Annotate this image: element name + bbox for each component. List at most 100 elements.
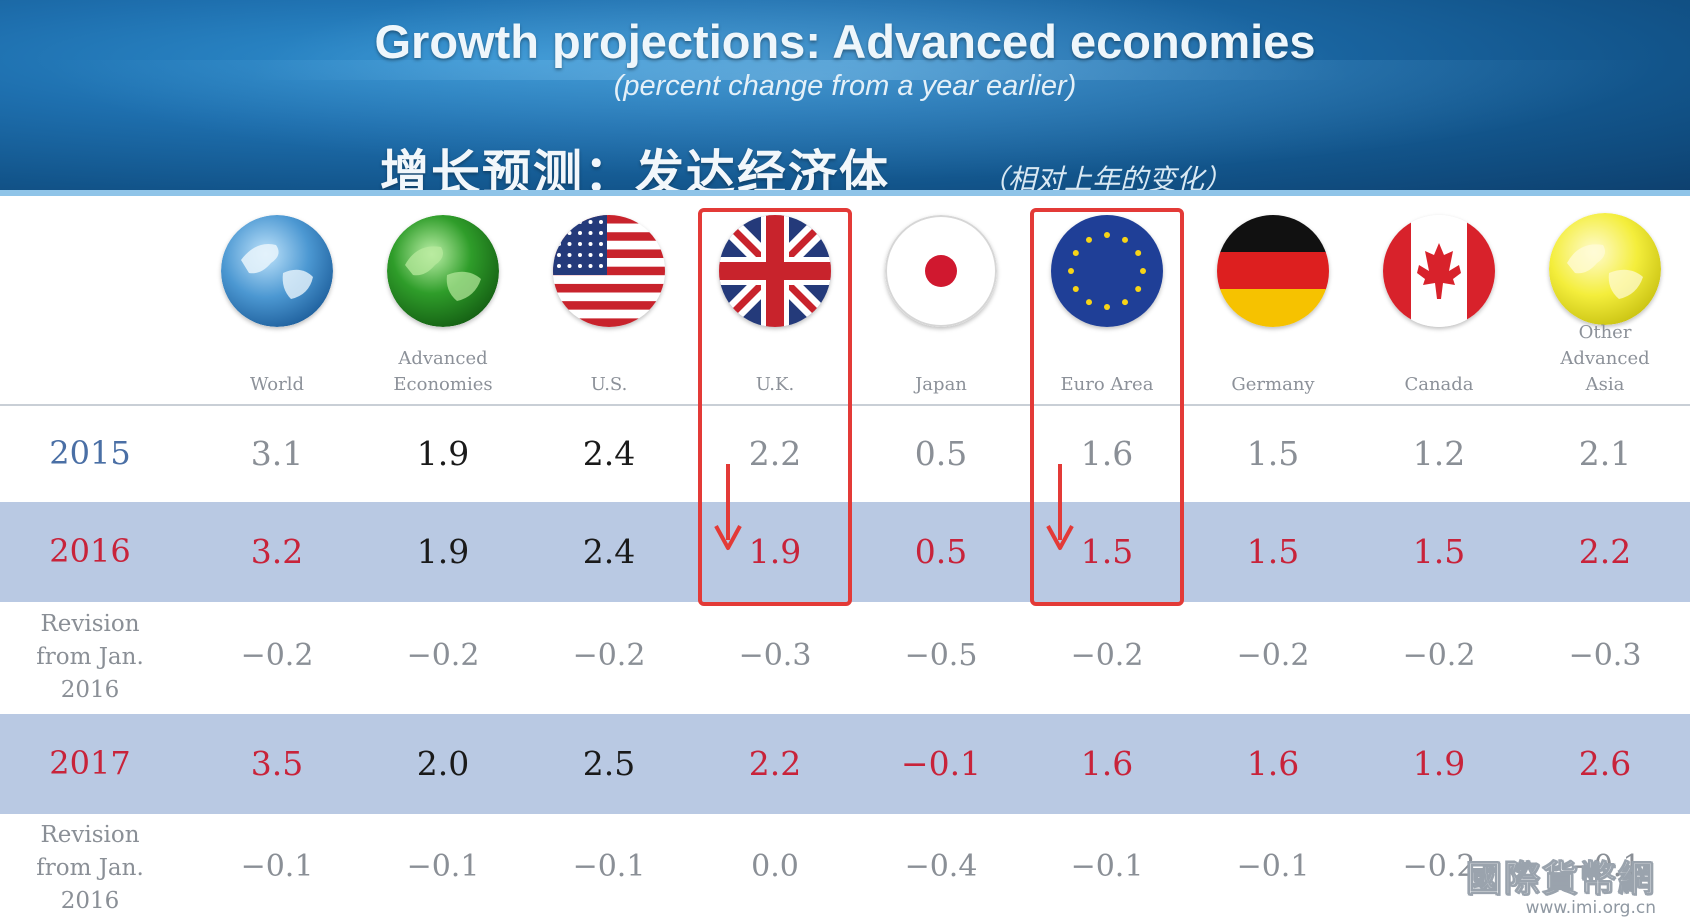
page-title: Growth projections: Advanced economies [374,15,1316,68]
row-label-line: Revision [40,611,140,637]
table-cell: 1.9 [416,434,470,473]
row-label-line: Revision [40,822,140,848]
table-cell: −0.1 [1568,849,1642,884]
column-label-line: Canada [1404,374,1474,395]
table-cell: −0.4 [904,849,978,884]
table-row [0,602,1690,714]
column-label: U.K. [700,372,850,398]
table-cell: −0.2 [1402,638,1476,673]
table-cell: 1.6 [1246,744,1300,783]
column-label-line: Other [1578,322,1632,343]
table-cell: −0.5 [904,638,978,673]
table-cell: 0.0 [751,849,799,884]
column-label-line: Advanced [398,348,488,369]
header-rule [0,404,1690,406]
table-cell: −0.3 [1568,638,1642,673]
table-cell: 3.5 [250,744,304,783]
banner-divider [0,190,1690,196]
table-cell: −0.1 [240,849,314,884]
page-subtitle: (percent change from a year earlier) [613,70,1077,102]
column-label-line: Asia [1585,374,1625,395]
row-year-label: 2015 [49,434,131,472]
banner-wave [200,0,1400,80]
table-cell: 2.2 [748,744,802,783]
row-label-line: 2016 [60,677,120,703]
table-cell: −0.1 [1070,849,1144,884]
column-label-line: World [250,374,304,395]
row-label-line: 2016 [60,888,120,914]
table-cell: 2.0 [416,744,470,783]
world-globe-icon [221,215,333,327]
banner-wave [0,60,1690,196]
eu-flag-icon [1051,215,1163,327]
canada-flag-icon [1383,215,1495,327]
table-row [0,406,1690,502]
column-label: U.S. [534,372,684,398]
column-label: Germany [1198,372,1348,398]
table-cell: 1.2 [1412,434,1466,473]
japan-flag-icon [885,215,997,327]
row-year-label: 2017 [49,744,131,782]
table-cell: 2.5 [582,744,636,783]
column-label-line: Economies [393,374,493,395]
watermark-logo-text: 國際貨幣網 [1465,858,1656,901]
table-cell: −0.1 [572,849,646,884]
table-cell: −0.1 [900,744,982,783]
row-label: Revision from Jan. 2016 [0,819,180,918]
row-label: Revision from Jan. 2016 [0,608,180,707]
column-label-line: Advanced [1560,348,1650,369]
column-label-line: Japan [915,374,967,395]
table-cell: 1.9 [1412,744,1466,783]
table-cell: −0.1 [1236,849,1310,884]
table-cell: 1.5 [1246,532,1300,571]
table-cell: −0.2 [406,638,480,673]
green-globe-icon [387,215,499,327]
watermark-url: www.imi.org.cn [1525,898,1656,918]
table-cell: −0.2 [1402,849,1476,884]
table-cell: 0.5 [914,532,968,571]
table-cell: 1.5 [1412,532,1466,571]
yellow-globe-icon [1549,213,1661,325]
column-label-line: U.S. [590,374,628,395]
table-cell: 2.2 [1578,532,1632,571]
germany-flag-icon [1217,215,1329,327]
table-cell: 1.5 [1080,532,1134,571]
table-cell: −0.2 [240,638,314,673]
table-cell: −0.2 [572,638,646,673]
table-row [0,714,1690,814]
column-label: Japan [866,372,1016,398]
table-cell: 3.1 [250,434,304,473]
column-label: World [202,372,352,398]
row-year-label: 2016 [49,532,131,570]
down-arrow-icon [1046,464,1074,550]
table-row [0,502,1690,602]
us-flag-icon [553,215,665,327]
column-label: Euro Area [1032,372,1182,398]
table-cell: 2.4 [582,434,636,473]
row-label-line: from Jan. [36,644,144,670]
column-label: Canada [1364,372,1514,398]
highlight-box [1030,208,1184,606]
table-cell: 1.9 [416,532,470,571]
table-cell: 1.6 [1080,434,1134,473]
table-cell: −0.3 [738,638,812,673]
row-label-line: from Jan. [36,855,144,881]
table-cell: 1.5 [1246,434,1300,473]
column-label-line: Germany [1231,374,1315,395]
table-cell: 0.5 [914,434,968,473]
column-label-line: Euro Area [1060,374,1154,395]
down-arrow-icon [714,464,742,550]
column-label: Advanced Economies [368,346,518,398]
table-cell: −0.2 [1236,638,1310,673]
watermark: 國際貨幣網 www.imi.org.cn [1465,850,1656,919]
table-cell: 2.2 [748,434,802,473]
table-cell: 3.2 [250,532,304,571]
column-label-line: U.K. [755,374,795,395]
page-title-chinese: 增长预测：发达经济体 [380,145,891,196]
table-cell: 2.1 [1578,434,1632,473]
table-cell: 2.4 [582,532,636,571]
column-label: Other Advanced Asia [1530,320,1680,398]
table-row [0,814,1690,924]
table-cell: −0.1 [406,849,480,884]
table-cell: 1.6 [1080,744,1134,783]
